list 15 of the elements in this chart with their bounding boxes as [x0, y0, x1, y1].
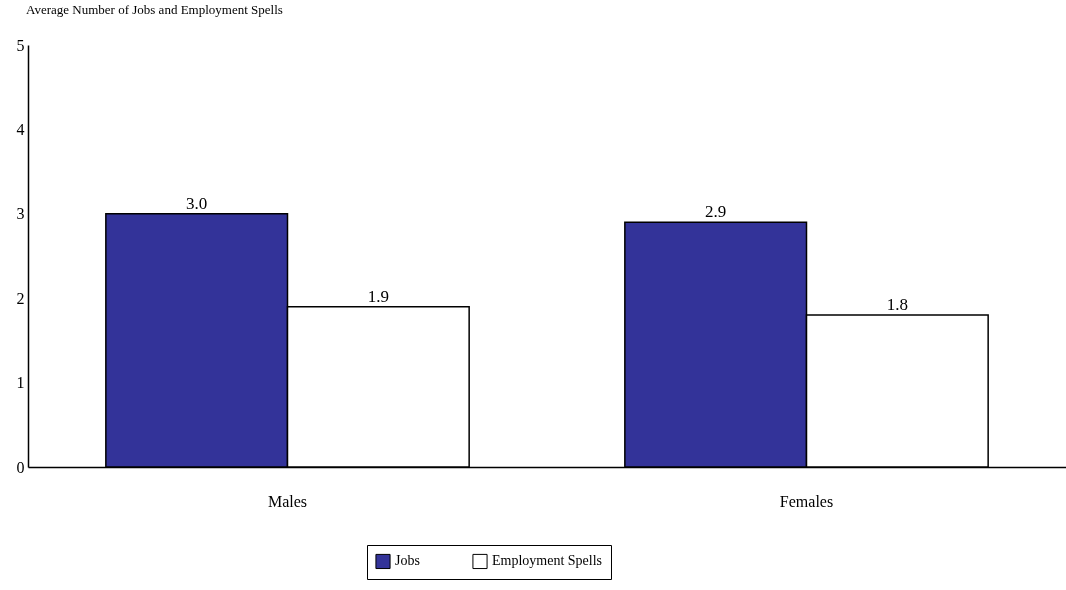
y-tick-label: 4 [16, 120, 25, 138]
chart-title: Average Number of Jobs and Employment Spells [26, 2, 283, 17]
legend-label: Jobs [395, 553, 420, 569]
y-tick-label: 5 [16, 36, 25, 54]
data-label: 1.8 [886, 295, 908, 315]
x-tick-label: Males [267, 492, 308, 510]
x-tick-label: Females [779, 492, 834, 510]
y-tick-label: 2 [16, 289, 25, 307]
y-tick-label: 3 [16, 205, 25, 223]
data-label: 2.9 [705, 202, 727, 222]
y-tick-label: 1 [16, 374, 25, 392]
y-tick-label: 0 [16, 458, 25, 476]
legend-label: Employment Spells [492, 553, 603, 569]
data-label: 1.9 [367, 286, 389, 306]
data-label: 3.0 [186, 193, 208, 213]
